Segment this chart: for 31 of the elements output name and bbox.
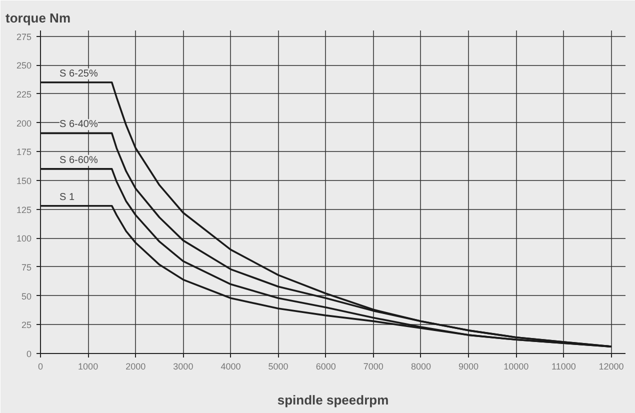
y-tick-label: 50 xyxy=(21,291,32,302)
y-tick-label: 175 xyxy=(16,147,32,158)
x-tick-label: 9000 xyxy=(458,362,479,372)
x-tick-label: 1000 xyxy=(78,362,98,372)
y-tick-label: 0 xyxy=(26,349,32,359)
x-axis-title: spindle speedrpm xyxy=(277,392,389,408)
y-axis-title: torque Nm xyxy=(6,10,70,26)
y-tick-label: 75 xyxy=(21,262,32,272)
x-tick-label: 7000 xyxy=(363,362,384,372)
series-label: S 6-40% xyxy=(60,119,98,130)
y-tick-label: 250 xyxy=(16,60,32,71)
x-tick-label: 11000 xyxy=(551,362,576,372)
x-tick-label: 12000 xyxy=(598,362,624,372)
y-tick-label: 100 xyxy=(16,234,32,244)
y-tick-label: 200 xyxy=(16,118,32,128)
y-tick-label: 125 xyxy=(16,204,32,215)
series-label: S 1 xyxy=(60,192,75,203)
x-tick-label: 8000 xyxy=(410,362,432,372)
x-tick-label: 3000 xyxy=(173,362,194,372)
x-tick-label: 6000 xyxy=(316,362,336,372)
x-tick-label: 2000 xyxy=(126,362,146,372)
x-tick-label: 10000 xyxy=(504,362,529,372)
x-tick-label: 5000 xyxy=(268,362,288,372)
y-tick-label: 225 xyxy=(16,89,32,100)
x-tick-label: 0 xyxy=(38,362,44,372)
y-tick-label: 275 xyxy=(16,32,32,42)
series-label: S 6-60% xyxy=(60,154,98,166)
y-tick-label: 150 xyxy=(16,176,32,186)
y-tick-label: 25 xyxy=(21,320,32,330)
x-tick-label: 4000 xyxy=(220,362,241,372)
series-label: S 6-25% xyxy=(60,68,98,80)
